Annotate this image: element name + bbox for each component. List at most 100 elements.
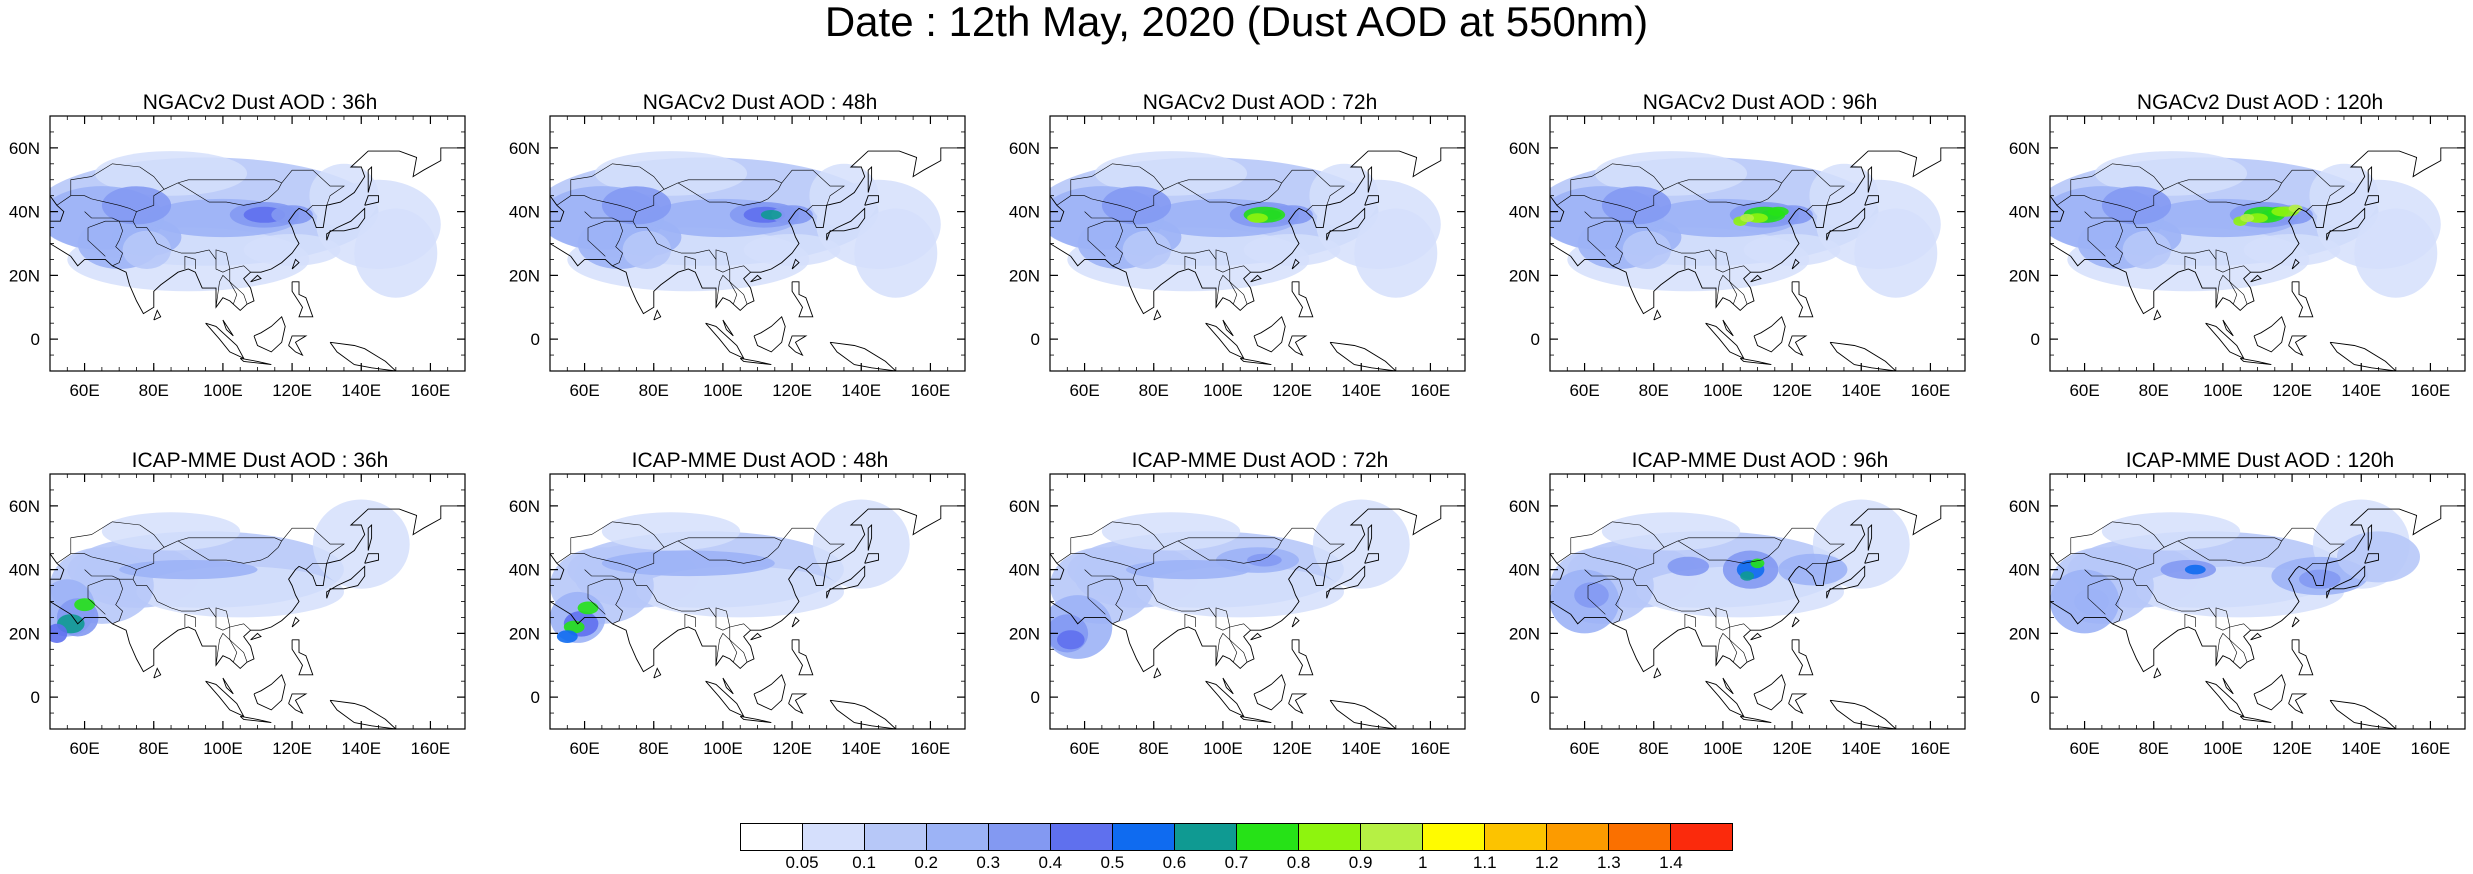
lat-tick-label: 60N	[509, 497, 540, 516]
aod-field-region	[101, 186, 172, 225]
country-border	[1084, 211, 1120, 222]
lon-tick-label: 120E	[272, 381, 312, 400]
coastline	[1153, 309, 1162, 321]
map-plot-area	[1550, 147, 1965, 371]
aod-field-region	[1854, 208, 1938, 298]
aod-field-region	[2094, 151, 2248, 196]
country-border	[1632, 537, 1783, 580]
country-border	[1070, 163, 1165, 196]
panel-title: ICAP-MME Dust AOD : 120h	[2125, 449, 2395, 472]
country-border	[1132, 179, 1283, 222]
coastline	[329, 699, 397, 729]
lon-tick-label: 60E	[1069, 381, 1099, 400]
lon-tick-label: 140E	[1341, 739, 1381, 758]
coastline	[550, 195, 565, 222]
coastline	[2326, 565, 2366, 599]
aod-field-region	[1247, 213, 1268, 223]
country-border	[2215, 249, 2231, 270]
country-border	[1612, 221, 1623, 267]
coastline	[1550, 195, 1565, 222]
lon-tick-label: 80E	[2139, 739, 2169, 758]
aod-field-region	[594, 151, 748, 196]
country-border	[56, 553, 137, 570]
aod-field-region	[74, 598, 95, 612]
country-border	[305, 563, 327, 570]
country-border	[229, 627, 248, 663]
coastline	[1288, 693, 1308, 715]
lat-tick-label: 20N	[1009, 266, 1040, 285]
country-border	[1215, 632, 1238, 666]
country-border	[1587, 227, 1606, 257]
map-panel: NGACv2 Dust AOD : 72h 60E 80E 100E 120E 140E 1…	[1000, 90, 1466, 420]
coastline	[791, 639, 814, 676]
lon-tick-label: 80E	[139, 381, 169, 400]
coastline	[1329, 699, 1397, 729]
coastline	[1239, 357, 1272, 366]
country-border	[2215, 274, 2238, 308]
coastline	[1705, 322, 1745, 360]
country-border	[1556, 553, 1637, 570]
country-border	[2215, 607, 2231, 628]
coastline	[1791, 258, 1800, 270]
lat-tick-label: 0	[2031, 330, 2040, 349]
coastline	[1791, 281, 1814, 318]
coastline	[1750, 632, 1762, 641]
lat-tick-label: 20N	[1509, 624, 1540, 643]
colorbar-label: 0.9	[1348, 853, 1373, 872]
country-border	[2112, 579, 2123, 625]
coastline	[1253, 674, 1286, 711]
coastline	[750, 632, 762, 641]
coastline	[2050, 195, 2065, 222]
country-border	[2056, 195, 2137, 212]
colorbar-label: 0.3	[976, 853, 1001, 872]
country-border	[1056, 195, 1137, 212]
country-border	[1781, 169, 1845, 206]
lon-tick-label: 80E	[1639, 381, 1669, 400]
country-border	[587, 227, 606, 257]
figure-title: Date : 12th May, 2020 (Dust AOD at 550nm…	[824, 0, 1649, 45]
lon-tick-label: 80E	[1639, 739, 1669, 758]
coastline	[2253, 674, 2286, 711]
country-border	[1715, 607, 1731, 628]
coastline	[1705, 680, 1745, 718]
map-plot-area	[1550, 499, 1965, 729]
lat-tick-label: 60N	[1009, 139, 1040, 158]
coastline	[50, 195, 65, 222]
country-border	[1184, 255, 1196, 269]
country-border	[1587, 585, 1606, 615]
aod-field-region	[101, 512, 241, 551]
lon-tick-label: 140E	[841, 739, 881, 758]
country-border	[1281, 169, 1345, 206]
lon-tick-label: 160E	[911, 381, 951, 400]
lon-tick-label: 80E	[1139, 739, 1169, 758]
lon-tick-label: 160E	[1911, 739, 1951, 758]
colorbar-label: 0.05	[785, 853, 819, 872]
lon-tick-label: 140E	[2341, 381, 2381, 400]
country-border	[1070, 521, 1165, 554]
lat-tick-label: 0	[1031, 330, 1040, 349]
lon-tick-label: 100E	[203, 739, 243, 758]
colorbar-label: 0.4	[1038, 853, 1063, 872]
coastline	[791, 616, 800, 628]
map-plot-area	[550, 499, 965, 729]
coastline	[291, 639, 314, 676]
lat-tick-label: 60N	[9, 497, 40, 516]
lon-tick-label: 160E	[1411, 381, 1451, 400]
panel-title: NGACv2 Dust AOD : 36h	[142, 91, 378, 114]
dust-aod-map: 60E 80E 100E 120E 140E 160E 60N 40N 20N 0	[9, 115, 466, 400]
colorbar-label: 0.7	[1224, 853, 1249, 872]
country-border	[556, 195, 637, 212]
lon-tick-label: 120E	[772, 381, 812, 400]
coastline	[1288, 335, 1308, 357]
aod-field-region	[1778, 553, 1848, 586]
lat-tick-label: 20N	[2009, 624, 2040, 643]
coastline	[2205, 680, 2245, 718]
lat-tick-label: 0	[1531, 688, 1540, 707]
lon-tick-label: 160E	[411, 739, 451, 758]
coastline	[291, 616, 300, 628]
country-border	[215, 249, 231, 270]
lat-tick-label: 60N	[2009, 139, 2040, 158]
aod-field-region	[636, 566, 844, 618]
lon-tick-label: 60E	[1069, 739, 1099, 758]
country-border	[84, 211, 120, 222]
